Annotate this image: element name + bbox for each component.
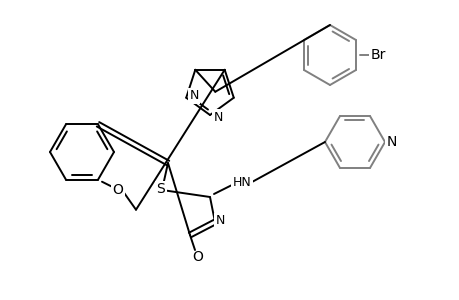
Text: Br: Br — [369, 48, 385, 62]
Text: O: O — [192, 250, 203, 264]
Text: O: O — [112, 183, 123, 197]
Text: HN: HN — [232, 176, 251, 188]
Text: N: N — [213, 110, 222, 124]
Text: N: N — [189, 89, 198, 102]
Text: N: N — [215, 214, 224, 227]
Text: S: S — [156, 182, 165, 196]
Text: N: N — [386, 135, 396, 149]
